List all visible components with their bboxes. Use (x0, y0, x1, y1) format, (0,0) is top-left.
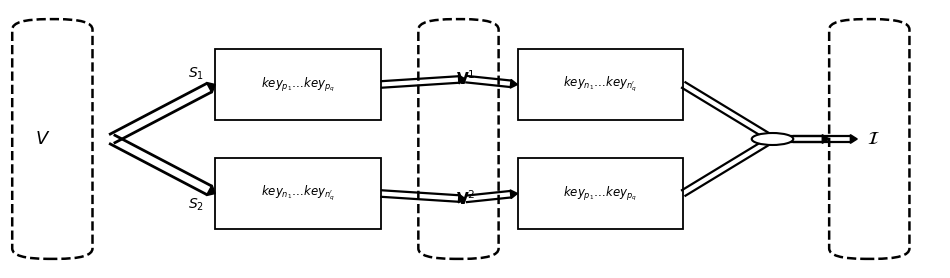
Text: $S_2$: $S_2$ (188, 196, 204, 213)
FancyBboxPatch shape (518, 49, 683, 120)
Polygon shape (458, 75, 466, 84)
Polygon shape (510, 80, 518, 88)
Polygon shape (850, 135, 857, 143)
Polygon shape (510, 190, 518, 198)
Circle shape (751, 133, 793, 145)
Text: $key_{n_1}\ldots key_{n_q'}$: $key_{n_1}\ldots key_{n_q'}$ (563, 75, 637, 94)
Text: $\mathcal{I}$: $\mathcal{I}$ (867, 130, 880, 148)
Text: $key_{n_1}\ldots key_{n_q'}$: $key_{n_1}\ldots key_{n_q'}$ (261, 184, 334, 203)
Polygon shape (206, 185, 216, 196)
FancyBboxPatch shape (518, 158, 683, 229)
Polygon shape (206, 82, 216, 93)
Text: $key_{p_1}\ldots key_{p_q}$: $key_{p_1}\ldots key_{p_q}$ (563, 184, 637, 203)
Text: $key_{p_1}\ldots key_{p_q}$: $key_{p_1}\ldots key_{p_q}$ (261, 75, 334, 94)
Text: $\mathbf{V}^2$: $\mathbf{V}^2$ (456, 190, 475, 208)
Polygon shape (823, 135, 829, 143)
Text: $V$: $V$ (35, 130, 50, 148)
Text: $S_1$: $S_1$ (188, 65, 204, 82)
FancyBboxPatch shape (216, 49, 381, 120)
Polygon shape (458, 194, 466, 203)
Text: $\mathbf{V}^1$: $\mathbf{V}^1$ (456, 70, 475, 88)
FancyBboxPatch shape (216, 158, 381, 229)
